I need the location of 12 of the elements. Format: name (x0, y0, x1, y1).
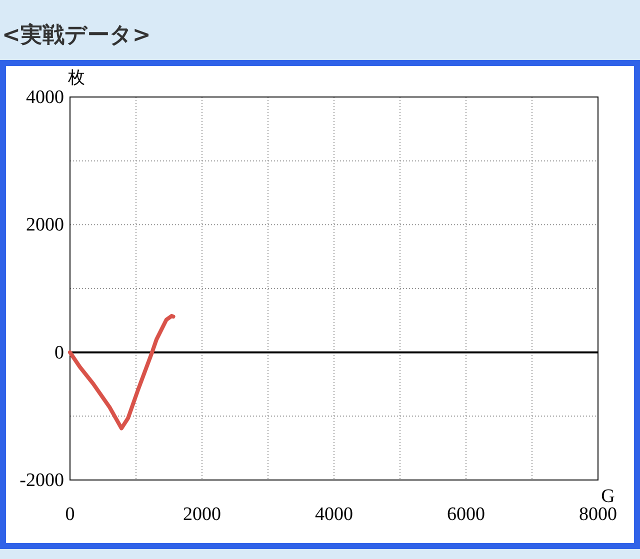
x-tick-label: 4000 (315, 504, 353, 525)
x-tick-label: 8000 (579, 504, 617, 525)
y-tick-label: 0 (54, 342, 64, 364)
y-axis-title: 枚 (67, 68, 85, 87)
y-tick-label: 4000 (26, 87, 64, 108)
line-series (68, 314, 176, 430)
x-tick-label: 2000 (183, 504, 221, 525)
x-tick-label: 6000 (447, 504, 485, 525)
y-tick-label: 2000 (26, 214, 64, 236)
x-axis-title: G (601, 486, 616, 507)
chart-title: <実戦データ> (2, 22, 151, 48)
y-tick-label: -2000 (20, 470, 64, 491)
